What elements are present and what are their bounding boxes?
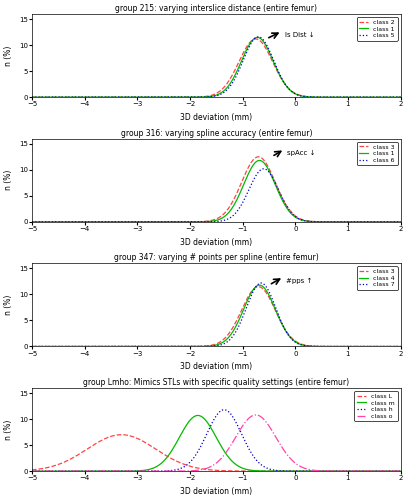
X-axis label: 3D deviation (mm): 3D deviation (mm) xyxy=(180,362,252,371)
Y-axis label: n (%): n (%) xyxy=(4,170,13,190)
Text: Is Dist ↓: Is Dist ↓ xyxy=(285,32,314,38)
Title: group 347: varying # points per spline (entire femur): group 347: varying # points per spline (… xyxy=(114,254,319,262)
X-axis label: 3D deviation (mm): 3D deviation (mm) xyxy=(180,487,252,496)
X-axis label: 3D deviation (mm): 3D deviation (mm) xyxy=(180,238,252,246)
Y-axis label: n (%): n (%) xyxy=(4,294,13,315)
Title: group 215: varying interslice distance (entire femur): group 215: varying interslice distance (… xyxy=(115,4,317,13)
Legend: class 3, class 1, class 6: class 3, class 1, class 6 xyxy=(357,142,398,166)
Y-axis label: n (%): n (%) xyxy=(4,46,13,66)
Text: #pps ↑: #pps ↑ xyxy=(287,278,313,284)
Legend: class 2, class 1, class 5: class 2, class 1, class 5 xyxy=(357,17,398,40)
Y-axis label: n (%): n (%) xyxy=(4,420,13,440)
Legend: class 3, class 4, class 7: class 3, class 4, class 7 xyxy=(357,266,398,290)
Title: group 316: varying spline accuracy (entire femur): group 316: varying spline accuracy (enti… xyxy=(120,129,312,138)
Text: spAcc ↓: spAcc ↓ xyxy=(287,150,316,156)
Legend: class L, class m, class h, class o: class L, class m, class h, class o xyxy=(354,391,398,422)
Title: group Lmho: Mimics STLs with specific quality settings (entire femur): group Lmho: Mimics STLs with specific qu… xyxy=(83,378,349,387)
X-axis label: 3D deviation (mm): 3D deviation (mm) xyxy=(180,113,252,122)
